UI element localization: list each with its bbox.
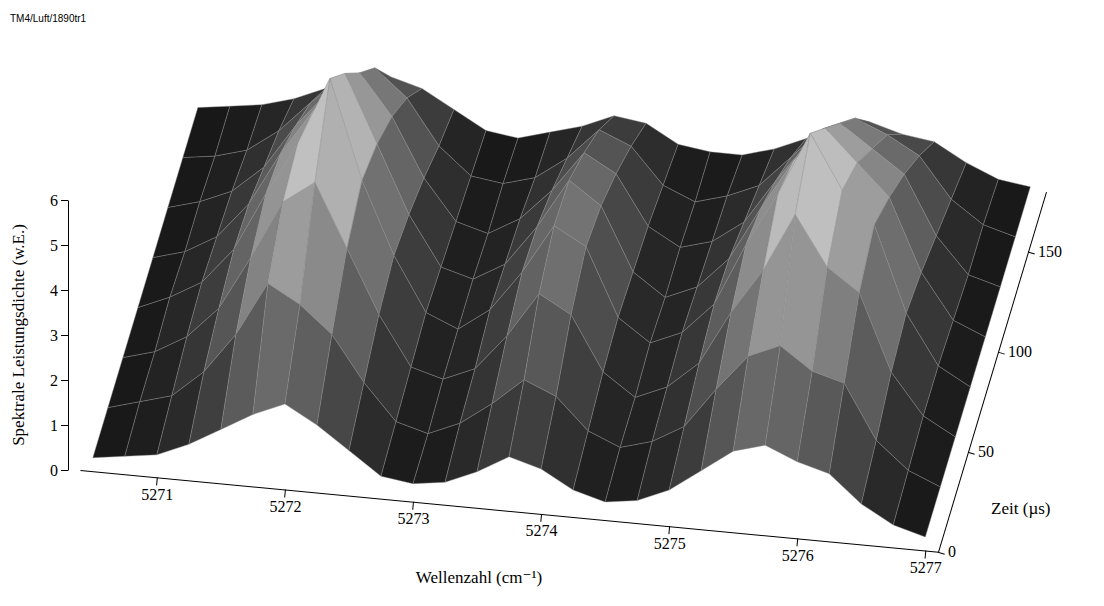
tick-mark [1028, 252, 1035, 254]
chart-container: 5271 5272 5273 5274 5275 5276 5277 0 50 100 150 0 1 2… [0, 0, 1104, 606]
tick: 5272 [268, 488, 304, 518]
tick: 0 [50, 462, 68, 479]
tick: 3 [50, 327, 68, 344]
tick: 5274 [524, 513, 560, 543]
x-axis-title: Wellenzahl (cm⁻¹) [416, 568, 542, 587]
tick-label: 5276 [782, 547, 814, 564]
tick-label: 5277 [910, 559, 942, 576]
tick: 0 [937, 539, 961, 562]
tick-mark [61, 470, 68, 471]
tick-mark [284, 490, 286, 498]
y-axis-title: Zeit (µs) [991, 499, 1050, 518]
annotation: TM4/Luft/1890tr1 [10, 13, 87, 24]
axis-line [68, 201, 69, 471]
tick: 5277 [908, 549, 944, 579]
tick-label: 3 [50, 327, 58, 344]
tick-label: 50 [978, 443, 994, 460]
tick-label: 2 [50, 372, 58, 389]
tick-label: 5273 [397, 510, 429, 527]
tick: 5271 [140, 476, 176, 506]
tick: 5 [50, 237, 68, 254]
tick-mark [998, 352, 1005, 354]
z-axis: 0 1 2 3 4 5 6 [50, 192, 69, 479]
tick-mark [61, 245, 68, 246]
tick-mark [61, 425, 68, 426]
tick-mark [412, 502, 414, 510]
tick-mark [540, 514, 542, 522]
tick-label: 5272 [269, 498, 301, 515]
tick-mark [668, 526, 670, 534]
tick: 50 [967, 437, 999, 465]
tick: 2 [50, 372, 68, 389]
tick: 150 [1027, 235, 1067, 267]
tick-mark [968, 452, 975, 454]
surface [93, 68, 1031, 537]
tick: 5275 [652, 525, 688, 555]
tick-mark [61, 335, 68, 336]
tick-mark [61, 200, 68, 201]
tick-label: 5275 [654, 535, 686, 552]
axis-line [80, 471, 938, 553]
tick: 6 [50, 192, 68, 209]
tick-label: 100 [1008, 343, 1032, 360]
x-axis: 5271 5272 5273 5274 5275 5276 5277 [78, 470, 944, 579]
tick-mark [61, 290, 68, 291]
y-axis: 0 50 100 150 [937, 192, 1080, 567]
tick-mark [61, 380, 68, 381]
tick-label: 5271 [141, 486, 173, 503]
tick-label: 1 [50, 417, 58, 434]
tick-label: 0 [50, 462, 58, 479]
tick-label: 6 [50, 192, 58, 209]
tick-mark [156, 477, 158, 485]
z-axis-title: Spektrale Leistungsdichte (w.E.) [9, 224, 28, 446]
tick-mark [938, 552, 945, 554]
chart-svg: 5271 5272 5273 5274 5275 5276 5277 0 50 100 150 0 1 2… [0, 0, 1104, 606]
tick-label: 4 [50, 282, 58, 299]
tick-mark [925, 551, 927, 559]
tick-mark [796, 538, 798, 546]
tick: 5276 [780, 537, 816, 567]
surface-cell [893, 470, 940, 537]
tick-label: 150 [1038, 243, 1062, 260]
tick: 4 [50, 282, 68, 299]
tick-label: 0 [948, 543, 956, 560]
tick-label: 5274 [526, 522, 558, 539]
tick: 5273 [396, 500, 432, 530]
tick: 1 [50, 417, 68, 434]
tick-label: 5 [50, 237, 58, 254]
tick: 100 [997, 335, 1037, 367]
